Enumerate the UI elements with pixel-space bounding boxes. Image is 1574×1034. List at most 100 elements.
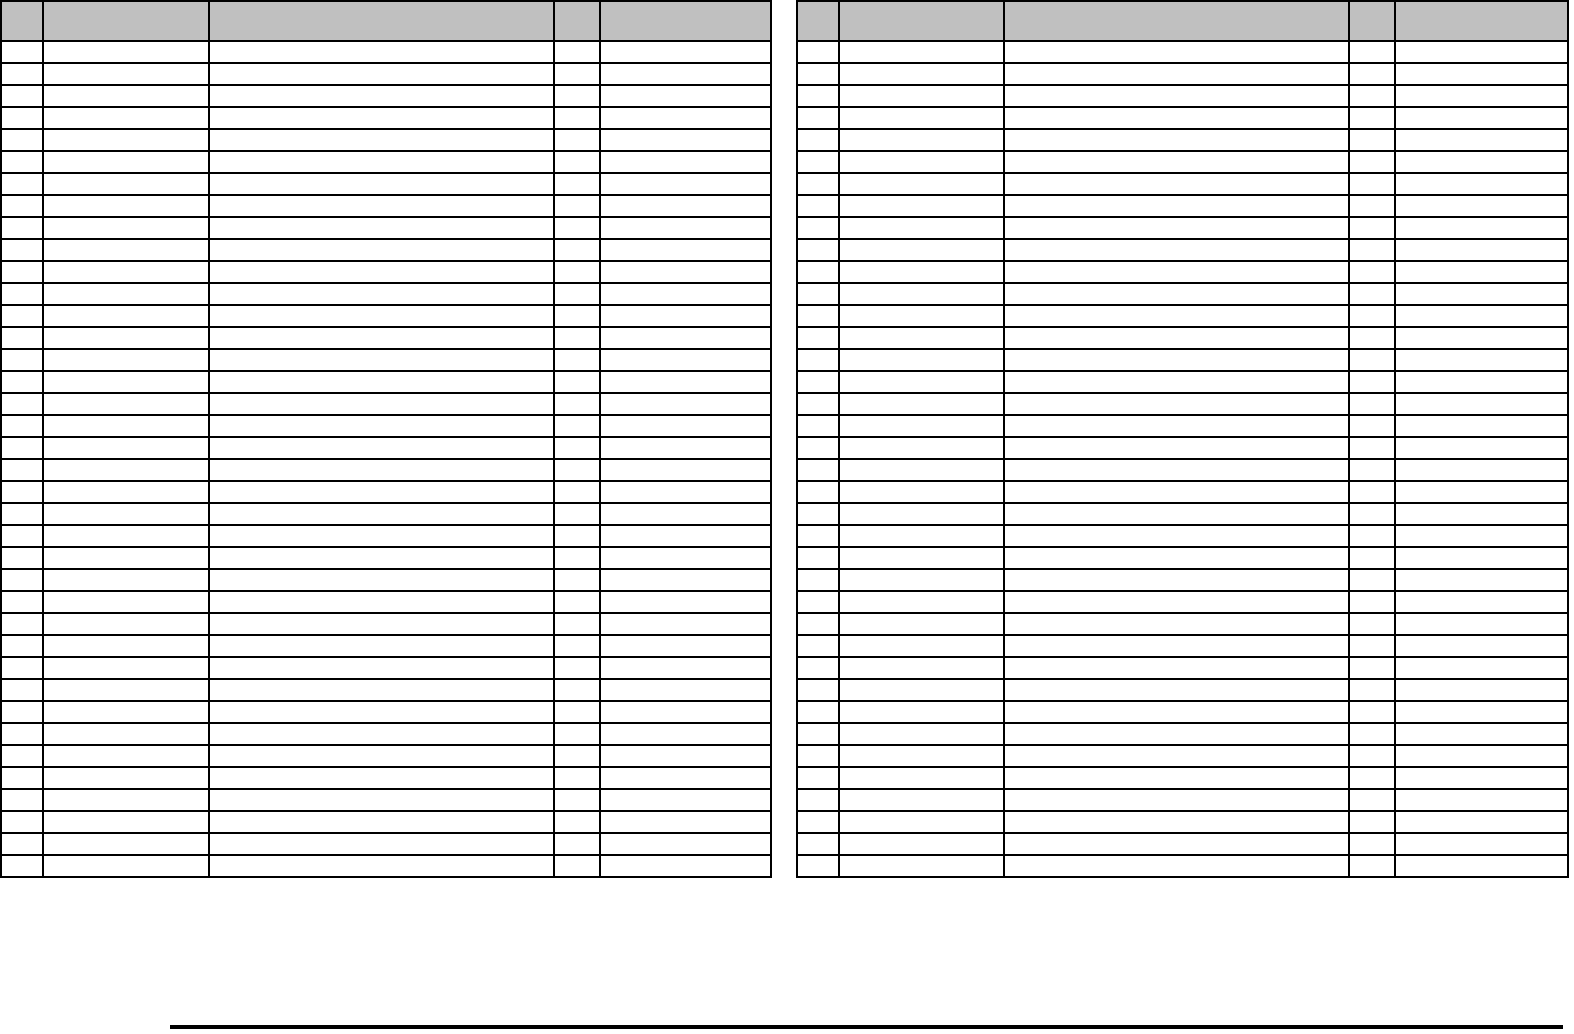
table-cell[interactable] <box>42 766 210 790</box>
table-cell[interactable] <box>0 392 44 416</box>
table-cell[interactable] <box>1003 502 1350 526</box>
table-cell[interactable] <box>42 590 210 614</box>
table-cell[interactable] <box>599 414 772 438</box>
table-cell[interactable] <box>599 546 772 570</box>
table-cell[interactable] <box>42 348 210 372</box>
table-cell[interactable] <box>1348 238 1396 262</box>
table-cell[interactable] <box>599 854 772 878</box>
table-cell[interactable] <box>42 106 210 130</box>
table-cell[interactable] <box>1003 458 1350 482</box>
table-cell[interactable] <box>838 700 1005 724</box>
table-cell[interactable] <box>553 678 601 702</box>
table-cell[interactable] <box>796 612 840 636</box>
table-cell[interactable] <box>1348 260 1396 284</box>
table-cell[interactable] <box>208 150 555 174</box>
table-cell[interactable] <box>599 348 772 372</box>
table-cell[interactable] <box>1394 590 1569 614</box>
table-cell[interactable] <box>42 282 210 306</box>
table-cell[interactable] <box>1394 546 1569 570</box>
table-cell[interactable] <box>838 348 1005 372</box>
table-cell[interactable] <box>553 238 601 262</box>
table-cell[interactable] <box>208 458 555 482</box>
table-cell[interactable] <box>796 62 840 86</box>
table-cell[interactable] <box>0 282 44 306</box>
table-cell[interactable] <box>1003 590 1350 614</box>
table-cell[interactable] <box>599 656 772 680</box>
table-cell[interactable] <box>599 40 772 64</box>
table-cell[interactable] <box>1003 40 1350 64</box>
table-cell[interactable] <box>0 524 44 548</box>
table-cell[interactable] <box>796 40 840 64</box>
table-cell[interactable] <box>1003 568 1350 592</box>
table-cell[interactable] <box>1003 832 1350 856</box>
table-cell[interactable] <box>208 370 555 394</box>
table-cell[interactable] <box>553 106 601 130</box>
table-cell[interactable] <box>599 612 772 636</box>
table-cell[interactable] <box>1003 766 1350 790</box>
table-cell[interactable] <box>1348 392 1396 416</box>
table-cell[interactable] <box>599 700 772 724</box>
table-cell[interactable] <box>553 348 601 372</box>
table-cell[interactable] <box>796 744 840 768</box>
table-cell[interactable] <box>1348 590 1396 614</box>
table-cell[interactable] <box>1348 106 1396 130</box>
table-cell[interactable] <box>1003 810 1350 834</box>
table-cell[interactable] <box>1394 348 1569 372</box>
table-cell[interactable] <box>599 766 772 790</box>
table-cell[interactable] <box>599 216 772 240</box>
table-cell[interactable] <box>208 304 555 328</box>
table-cell[interactable] <box>1394 568 1569 592</box>
table-cell[interactable] <box>1394 700 1569 724</box>
table-cell[interactable] <box>553 172 601 196</box>
table-cell[interactable] <box>0 590 44 614</box>
table-cell[interactable] <box>0 766 44 790</box>
table-cell[interactable] <box>1394 172 1569 196</box>
table-cell[interactable] <box>1003 84 1350 108</box>
table-cell[interactable] <box>838 392 1005 416</box>
table-cell[interactable] <box>42 150 210 174</box>
table-cell[interactable] <box>1348 788 1396 812</box>
table-cell[interactable] <box>0 304 44 328</box>
table-cell[interactable] <box>0 832 44 856</box>
table-cell[interactable] <box>1394 392 1569 416</box>
table-cell[interactable] <box>1394 766 1569 790</box>
table-cell[interactable] <box>796 370 840 394</box>
table-cell[interactable] <box>1003 788 1350 812</box>
table-cell[interactable] <box>1003 304 1350 328</box>
table-cell[interactable] <box>599 722 772 746</box>
table-cell[interactable] <box>838 524 1005 548</box>
table-cell[interactable] <box>796 282 840 306</box>
table-cell[interactable] <box>599 282 772 306</box>
table-cell[interactable] <box>208 722 555 746</box>
table-cell[interactable] <box>838 128 1005 152</box>
table-cell[interactable] <box>553 634 601 658</box>
table-cell[interactable] <box>0 656 44 680</box>
table-cell[interactable] <box>1003 106 1350 130</box>
table-cell[interactable] <box>599 238 772 262</box>
table-cell[interactable] <box>0 458 44 482</box>
table-cell[interactable] <box>208 172 555 196</box>
table-cell[interactable] <box>42 788 210 812</box>
table-cell[interactable] <box>1394 436 1569 460</box>
table-cell[interactable] <box>599 568 772 592</box>
table-cell[interactable] <box>553 216 601 240</box>
table-cell[interactable] <box>0 106 44 130</box>
table-cell[interactable] <box>838 854 1005 878</box>
table-cell[interactable] <box>553 326 601 350</box>
table-cell[interactable] <box>1003 62 1350 86</box>
table-cell[interactable] <box>553 502 601 526</box>
table-cell[interactable] <box>1003 854 1350 878</box>
table-cell[interactable] <box>1348 546 1396 570</box>
table-cell[interactable] <box>208 238 555 262</box>
table-cell[interactable] <box>553 150 601 174</box>
table-cell[interactable] <box>796 238 840 262</box>
table-cell[interactable] <box>1348 656 1396 680</box>
table-cell[interactable] <box>796 260 840 284</box>
table-cell[interactable] <box>42 194 210 218</box>
table-cell[interactable] <box>42 634 210 658</box>
table-cell[interactable] <box>0 370 44 394</box>
table-cell[interactable] <box>796 150 840 174</box>
table-cell[interactable] <box>1003 546 1350 570</box>
table-cell[interactable] <box>1394 128 1569 152</box>
table-cell[interactable] <box>42 216 210 240</box>
